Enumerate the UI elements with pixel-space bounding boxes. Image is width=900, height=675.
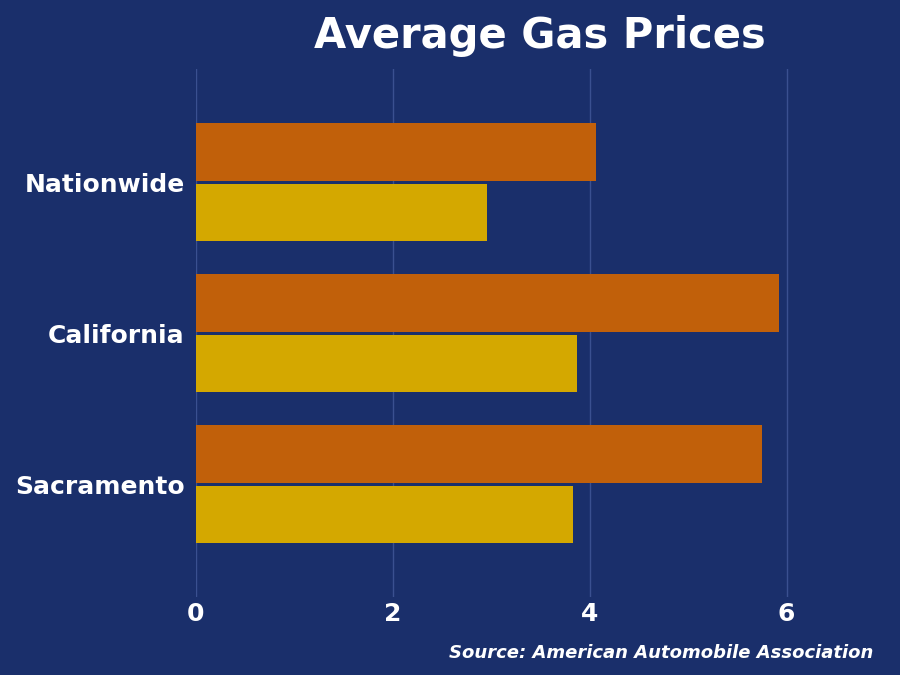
- Bar: [195, 335, 577, 392]
- Bar: [195, 124, 597, 181]
- Bar: [195, 274, 778, 331]
- Bar: [195, 425, 762, 483]
- Bar: [195, 184, 487, 241]
- Bar: [195, 485, 573, 543]
- Title: Average Gas Prices: Average Gas Prices: [314, 15, 766, 57]
- Text: Source: American Automobile Association: Source: American Automobile Association: [448, 643, 873, 662]
